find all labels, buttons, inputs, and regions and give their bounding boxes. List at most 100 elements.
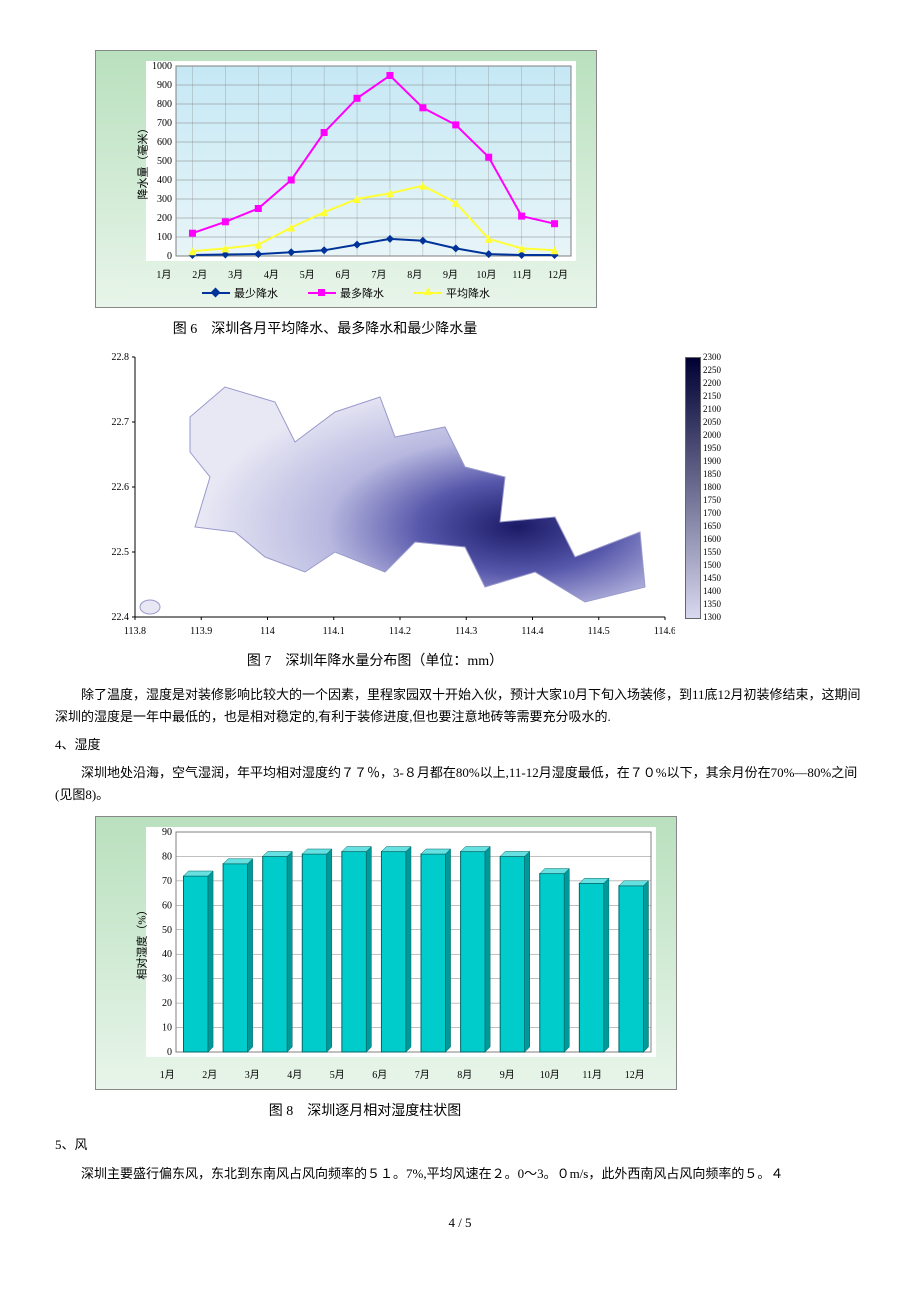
legend-item: 平均降水 [414,285,490,301]
precip-map: 22.422.522.622.722.8113.8113.9114114.111… [95,352,735,642]
colorbar-tick: 1300 [703,613,721,622]
svg-text:60: 60 [162,901,172,912]
svg-text:200: 200 [157,213,172,224]
x-tick: 12月 [540,266,576,281]
para-wind: 深圳主要盛行偏东风，东北到东南风占风向频率的５１。7%,平均风速在２。0～3。０… [55,1163,865,1185]
svg-text:114.5: 114.5 [588,626,610,637]
svg-text:22.8: 22.8 [112,352,130,363]
map7-svg: 22.422.522.622.722.8113.8113.9114114.111… [95,352,675,642]
colorbar-tick: 1800 [703,483,721,492]
svg-text:700: 700 [157,118,172,129]
svg-text:113.9: 113.9 [190,626,212,637]
colorbar-tick: 1350 [703,600,721,609]
x-tick: 7月 [361,266,397,281]
svg-text:300: 300 [157,194,172,205]
colorbar-tick: 1650 [703,522,721,531]
svg-text:114: 114 [260,626,275,637]
legend-item: 最少降水 [202,285,278,301]
caption-7: 图 7 深圳年降水量分布图（单位：mm） [55,650,695,670]
x-tick: 4月 [253,266,289,281]
svg-text:114.4: 114.4 [521,626,543,637]
x-tick: 6月 [359,1066,402,1081]
chart6-ylabel: 降水量（毫米） [135,123,151,200]
chart8-xaxis: 1月2月3月4月5月6月7月8月9月10月11月12月 [146,1062,656,1089]
x-tick: 11月 [504,266,540,281]
svg-text:800: 800 [157,99,172,110]
colorbar-tick: 1750 [703,496,721,505]
svg-text:20: 20 [162,999,172,1010]
x-tick: 5月 [289,266,325,281]
x-tick: 7月 [401,1066,444,1081]
section-4-title: 4、湿度 [55,734,865,756]
x-tick: 6月 [325,266,361,281]
svg-text:70: 70 [162,876,172,887]
colorbar-tick: 1550 [703,548,721,557]
svg-text:0: 0 [167,1047,172,1057]
x-tick: 8月 [397,266,433,281]
x-tick: 12月 [614,1066,657,1081]
colorbar-tick: 2250 [703,366,721,375]
x-tick: 2月 [182,266,218,281]
x-tick: 3月 [231,1066,274,1081]
chart6-legend: 最少降水 最多降水 平均降水 [96,281,596,307]
x-tick: 11月 [571,1066,614,1081]
svg-text:50: 50 [162,925,172,936]
map-colorbar: 2300225022002150210020502000195019001850… [685,357,735,619]
colorbar-tick: 2300 [703,353,721,362]
precip-chart-box: 降水量（毫米） 01002003004005006007008009001000… [95,50,597,308]
colorbar-gradient [685,357,701,619]
colorbar-tick: 1450 [703,574,721,583]
svg-text:113.8: 113.8 [124,626,146,637]
x-tick: 10月 [529,1066,572,1081]
colorbar-tick: 2200 [703,379,721,388]
colorbar-tick: 2150 [703,392,721,401]
precip-chart-plot: 降水量（毫米） 01002003004005006007008009001000 [146,61,576,261]
x-tick: 1月 [146,266,182,281]
svg-text:100: 100 [157,232,172,243]
colorbar-tick: 1500 [703,561,721,570]
colorbar-tick: 2000 [703,431,721,440]
colorbar-tick: 1700 [703,509,721,518]
chart8-ylabel: 相对湿度（%） [134,905,150,980]
svg-text:22.6: 22.6 [112,482,130,493]
svg-text:1000: 1000 [152,61,172,72]
x-tick: 5月 [316,1066,359,1081]
humidity-chart-box: 相对湿度（%） 0 10 20 30 40 50 60 70 80 90 1月2月3月4月5月6月… [95,816,677,1090]
svg-text:114.2: 114.2 [389,626,411,637]
svg-text:500: 500 [157,156,172,167]
humidity-chart-plot: 相对湿度（%） 0102030405060708090 [146,827,656,1057]
svg-text:22.4: 22.4 [112,612,130,623]
colorbar-tick: 1900 [703,457,721,466]
colorbar-tick: 1850 [703,470,721,479]
x-tick: 4月 [274,1066,317,1081]
svg-text:40: 40 [162,950,172,961]
svg-text:114.3: 114.3 [455,626,477,637]
x-tick: 9月 [433,266,469,281]
para-humidity-intro: 除了温度，湿度是对装修影响比较大的一个因素，里程家园双十开始入伙，预计大家10月… [55,684,865,728]
para-humidity-detail: 深圳地处沿海，空气湿润，年平均相对湿度约７７％，3-８月都在80%以上,11-1… [55,762,865,806]
chart6-xaxis: 1月2月3月4月5月6月7月8月9月10月11月12月 [146,266,576,281]
svg-text:90: 90 [162,827,172,838]
svg-text:30: 30 [162,974,172,985]
caption-8: 图 8 深圳逐月相对湿度柱状图 [55,1100,675,1120]
section-5-title: 5、风 [55,1134,865,1156]
svg-text:114.6: 114.6 [654,626,675,637]
legend-item: 最多降水 [308,285,384,301]
svg-text:114.1: 114.1 [323,626,345,637]
caption-6: 图 6 深圳各月平均降水、最多降水和最少降水量 [55,318,595,338]
chart8-svg: 0 10 20 30 40 50 60 70 80 90 [146,827,656,1057]
svg-text:900: 900 [157,80,172,91]
x-tick: 1月 [146,1066,189,1081]
svg-text:80: 80 [162,852,172,863]
x-tick: 9月 [486,1066,529,1081]
x-tick: 8月 [444,1066,487,1081]
svg-text:22.5: 22.5 [112,547,130,558]
page-number: 4 / 5 [55,1215,865,1231]
x-tick: 3月 [218,266,254,281]
colorbar-tick: 1600 [703,535,721,544]
x-tick: 10月 [468,266,504,281]
x-tick: 2月 [189,1066,232,1081]
colorbar-tick: 1400 [703,587,721,596]
svg-text:10: 10 [162,1023,172,1034]
colorbar-tick: 2100 [703,405,721,414]
